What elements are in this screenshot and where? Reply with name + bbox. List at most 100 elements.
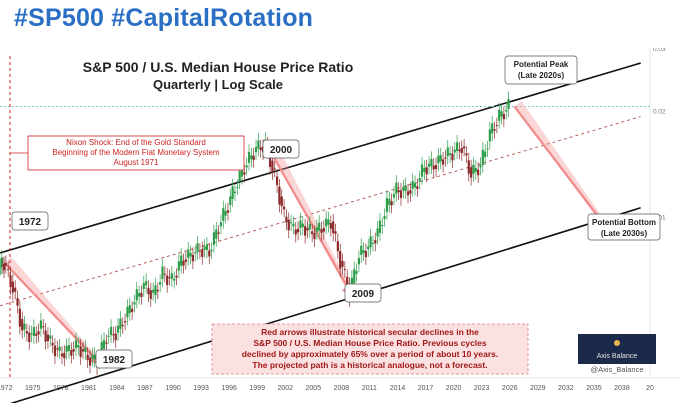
candle-body <box>18 308 21 327</box>
candle-body <box>173 278 176 281</box>
x-tick-label: 2014 <box>390 385 406 392</box>
candle-body <box>154 285 157 296</box>
chart-subtitle: Quarterly | Log Scale <box>153 77 283 92</box>
candle-body <box>86 354 89 360</box>
x-tick-label: 2035 <box>586 385 602 392</box>
candle-body <box>135 289 138 301</box>
candle-body <box>306 227 309 231</box>
candle-body <box>308 223 311 230</box>
svg-text:@Axis_Balance: @Axis_Balance <box>590 365 643 374</box>
candle-body <box>502 114 505 120</box>
x-tick-label: 2032 <box>558 385 574 392</box>
candle-body <box>280 196 283 207</box>
candle-body <box>79 346 82 358</box>
candle-body <box>275 176 279 185</box>
candle-body <box>142 283 145 290</box>
decline-arrow-3 <box>513 105 615 239</box>
candle-body <box>1 265 5 267</box>
candle-body <box>44 330 47 342</box>
candle-body <box>21 319 24 331</box>
svg-text:1972: 1972 <box>19 217 42 228</box>
x-tick-label: 2020 <box>446 385 462 392</box>
candle-body <box>14 287 17 292</box>
candle-body <box>32 326 36 337</box>
candle-body <box>49 335 52 339</box>
candle-body <box>360 245 363 255</box>
candle-body <box>301 223 304 228</box>
candle-body <box>208 250 211 257</box>
candle-body <box>406 191 410 196</box>
candle-body <box>315 227 318 232</box>
candle-body <box>273 168 276 170</box>
candle-body <box>37 331 40 335</box>
candle-body <box>70 349 73 356</box>
candle-body <box>357 257 361 265</box>
x-tick-label: 20 <box>646 385 654 392</box>
note-box: Red arrows illustrate historical secular… <box>211 323 529 375</box>
candle-body <box>11 281 14 293</box>
candle-body <box>240 167 244 177</box>
candle-body <box>180 255 183 266</box>
candle-body <box>2 264 6 271</box>
x-tick-label: 2029 <box>530 385 546 392</box>
x-tick-label: 2023 <box>474 385 490 392</box>
candle-body <box>210 249 213 252</box>
candle-body <box>430 158 433 167</box>
candle-body <box>463 146 466 149</box>
candle-body <box>250 155 253 160</box>
svg-text:1982: 1982 <box>103 355 126 366</box>
svg-text:(Late 2020s): (Late 2020s) <box>518 71 565 80</box>
candle-body <box>133 302 136 305</box>
candle-body <box>28 332 31 343</box>
candle-body <box>88 357 92 366</box>
svg-text:Potential Bottom: Potential Bottom <box>592 218 656 227</box>
candle-body <box>72 349 75 352</box>
y-tick-label: 0.02 <box>653 108 666 115</box>
candle-body <box>413 183 417 188</box>
candle-body <box>16 298 19 306</box>
candle-body <box>189 252 192 257</box>
candle-body <box>322 227 325 232</box>
candle-body <box>100 341 103 356</box>
candle-body <box>292 223 295 227</box>
svg-text:2009: 2009 <box>352 289 375 300</box>
candle-body <box>161 266 164 280</box>
candle-body <box>77 344 80 348</box>
candle-body <box>456 142 459 151</box>
candle-body <box>325 218 328 227</box>
candle-body <box>313 232 316 240</box>
candle-body <box>479 164 482 168</box>
x-tick-label: 2005 <box>306 385 322 392</box>
candle-body <box>194 252 197 254</box>
x-tick-label: 1978 <box>53 385 69 392</box>
candle-body <box>182 260 185 266</box>
candle-body <box>152 289 155 293</box>
svg-text:Potential Peak: Potential Peak <box>514 60 569 69</box>
candle-body <box>63 352 66 359</box>
candle-body <box>0 266 2 268</box>
x-tick-label: 1990 <box>165 385 181 392</box>
candle-body <box>166 275 169 286</box>
candle-body <box>60 353 64 357</box>
x-tick-label: 1972 <box>0 385 13 392</box>
nixon-line-1: Nixon Shock: End of the Gold Standard <box>66 138 206 147</box>
candle-body <box>198 250 202 252</box>
candle-body <box>420 164 424 177</box>
channel-upper <box>0 62 641 254</box>
x-tick-label: 1975 <box>25 385 41 392</box>
candle-body <box>177 261 180 271</box>
candle-body <box>107 335 110 337</box>
candle-body <box>481 149 484 166</box>
candle-body <box>257 140 260 149</box>
candle-body <box>493 129 496 131</box>
hashtag-title: #SP500 #CapitalRotation <box>14 4 314 32</box>
candle-body <box>67 345 71 351</box>
candle-body <box>109 326 113 336</box>
candle-body <box>219 222 223 227</box>
candle-body <box>498 109 501 121</box>
candle-body <box>343 268 346 270</box>
candle-body <box>423 167 426 173</box>
candle-body <box>388 199 391 205</box>
candle-body <box>121 324 124 327</box>
candle-body <box>170 273 173 279</box>
